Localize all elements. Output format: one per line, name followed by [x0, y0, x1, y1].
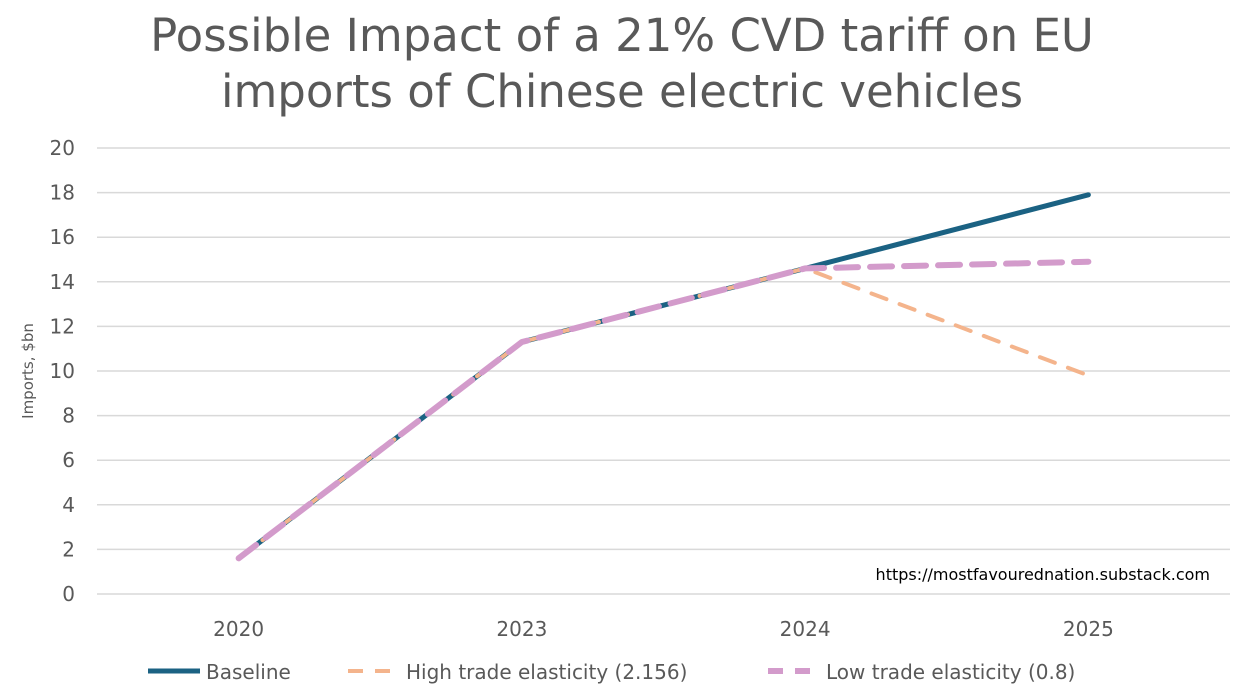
- series-line-low-trade-elasticity-0-8: [235, 258, 1092, 562]
- legend-label: Baseline: [206, 660, 291, 684]
- y-tick-label: 4: [62, 493, 75, 517]
- series-line-high-trade-elasticity-2-156: [236, 266, 1091, 561]
- x-tick-label: 2023: [496, 617, 547, 641]
- y-tick-label: 18: [50, 181, 75, 205]
- y-tick-label: 20: [50, 136, 75, 160]
- x-tick-label: 2020: [213, 617, 264, 641]
- y-axis-label: Imports, $bn: [19, 323, 37, 419]
- source-annotation: https://mostfavourednation.substack.com: [876, 565, 1210, 584]
- legend-label: Low trade elasticity (0.8): [826, 660, 1075, 684]
- y-tick-label: 2: [62, 537, 75, 561]
- legend-label: High trade elasticity (2.156): [406, 660, 687, 684]
- x-tick-label: 2024: [780, 617, 831, 641]
- y-tick-label: 16: [50, 225, 75, 249]
- y-tick-label: 14: [50, 270, 75, 294]
- chart-title-line-2: imports of Chinese electric vehicles: [220, 65, 1024, 118]
- chart-title: Possible Impact of a 21% CVD tariff on E…: [0, 8, 1244, 120]
- y-tick-label: 0: [62, 582, 75, 606]
- y-tick-label: 12: [50, 314, 75, 338]
- x-tick-label: 2025: [1063, 617, 1114, 641]
- y-tick-label: 6: [62, 448, 75, 472]
- y-tick-label: 8: [62, 404, 75, 428]
- y-tick-label: 10: [50, 359, 75, 383]
- series-line-baseline: [236, 192, 1091, 561]
- chart-title-line-1: Possible Impact of a 21% CVD tariff on E…: [150, 9, 1094, 62]
